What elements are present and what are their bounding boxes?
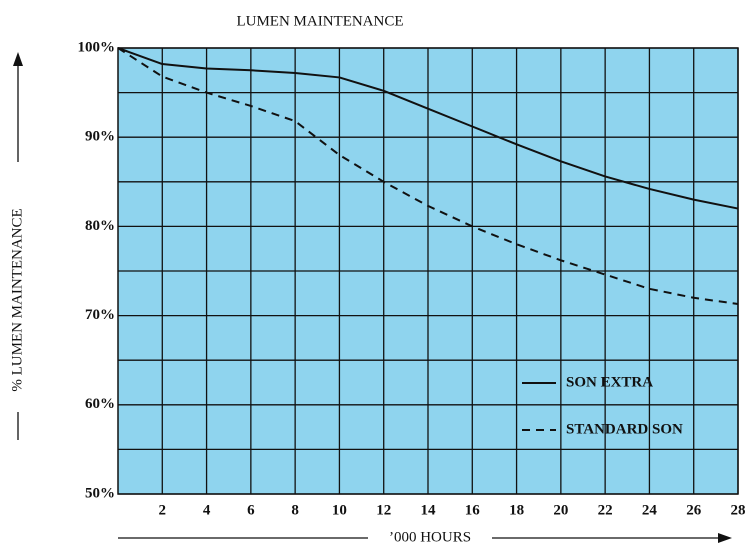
y-tick-label: 60% <box>85 396 115 412</box>
x-tick-label: 4 <box>203 502 211 518</box>
y-tick-label: 80% <box>85 218 115 234</box>
x-tick-label: 18 <box>509 502 524 518</box>
chart-title: LUMEN MAINTENANCE <box>236 13 403 29</box>
data-line <box>117 47 739 210</box>
x-tick-label: 14 <box>421 502 437 518</box>
data-line <box>117 47 739 305</box>
x-tick-label: 12 <box>376 502 391 518</box>
legend-label: SON EXTRA <box>566 374 653 390</box>
x-arrow-head <box>718 533 732 543</box>
y-axis-label: % LUMEN MAINTENANCE <box>9 208 25 391</box>
y-arrow-head <box>13 52 23 66</box>
plot-frame <box>117 47 739 495</box>
x-tick-label: 10 <box>332 502 347 518</box>
x-tick-label: 26 <box>686 502 702 518</box>
y-tick-label: 50% <box>85 485 115 501</box>
x-tick-label: 2 <box>159 502 167 518</box>
x-tick-label: 20 <box>553 502 568 518</box>
legend-label: STANDARD SON <box>566 421 683 437</box>
x-tick-label: 24 <box>642 502 658 518</box>
x-axis-label: ’000 HOURS <box>389 529 471 545</box>
y-tick-label: 100% <box>78 39 116 55</box>
x-tick-label: 28 <box>731 502 746 518</box>
x-tick-label: 8 <box>291 502 299 518</box>
x-tick-label: 22 <box>598 502 613 518</box>
x-tick-label: 16 <box>465 502 481 518</box>
x-tick-label: 6 <box>247 502 255 518</box>
y-tick-label: 90% <box>85 129 115 145</box>
y-tick-label: 70% <box>85 307 115 323</box>
